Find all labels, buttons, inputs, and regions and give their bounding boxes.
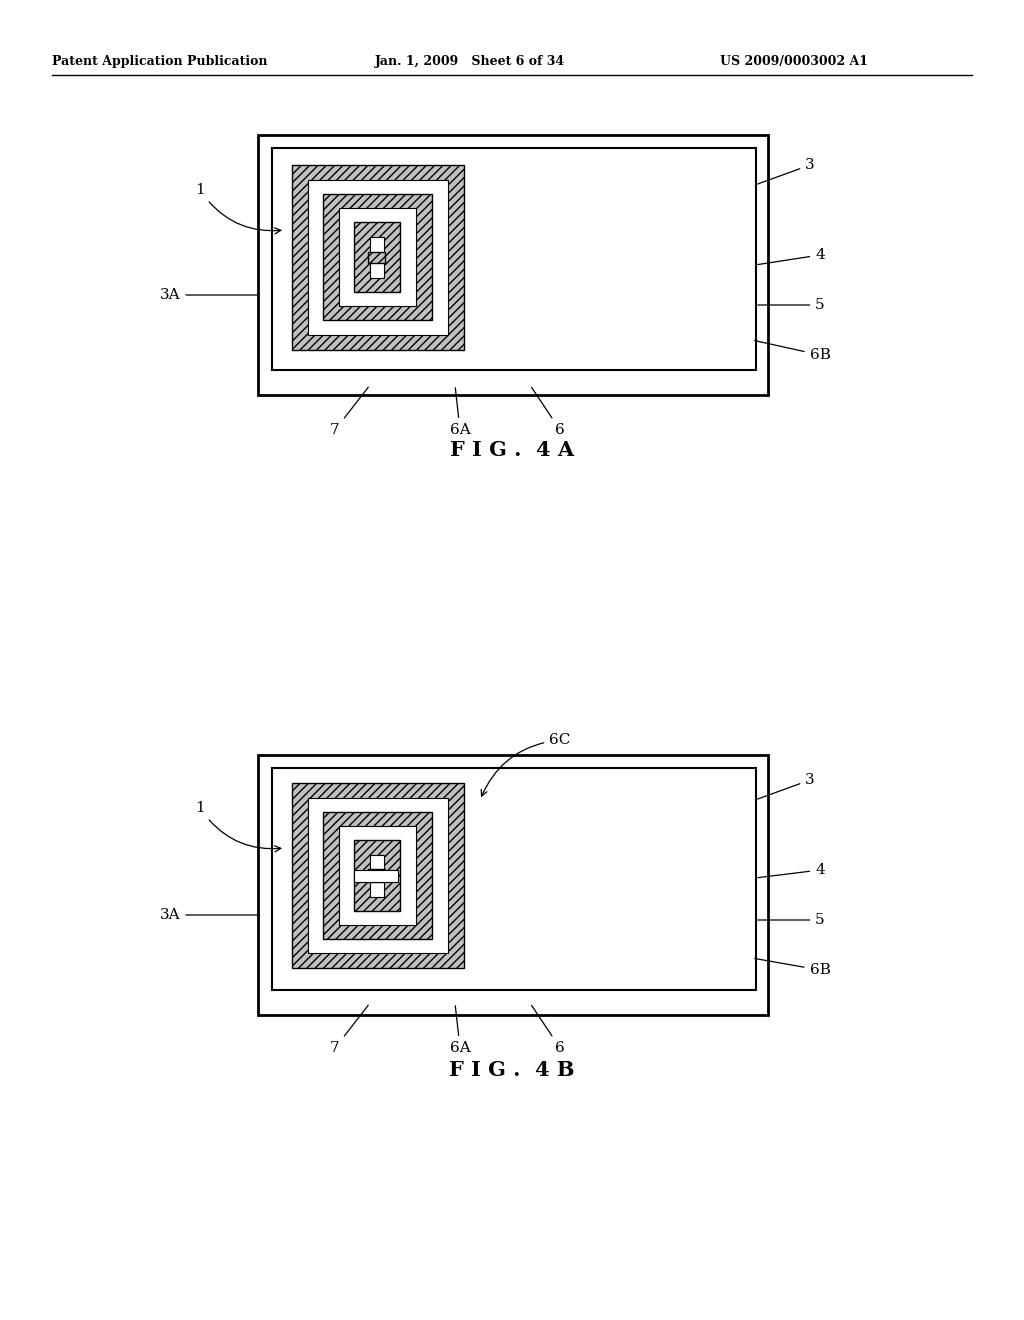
Bar	[292, 783, 464, 968]
Bar	[354, 222, 400, 292]
Text: US 2009/0003002 A1: US 2009/0003002 A1	[720, 55, 868, 69]
Bar	[323, 194, 432, 319]
Text: 3: 3	[758, 158, 815, 183]
Text: 6A: 6A	[450, 388, 470, 437]
Text: 6: 6	[531, 1006, 565, 1055]
Bar	[339, 209, 416, 306]
Text: Patent Application Publication: Patent Application Publication	[52, 55, 267, 69]
Bar	[370, 238, 384, 279]
Text: 7: 7	[330, 387, 369, 437]
Text: 5: 5	[758, 913, 824, 927]
Text: 6B: 6B	[755, 341, 830, 362]
Bar	[272, 148, 756, 370]
Text: 4: 4	[758, 863, 825, 878]
Text: 3A: 3A	[160, 288, 257, 302]
Text: 3: 3	[758, 774, 815, 799]
Bar	[368, 252, 385, 263]
Bar	[354, 870, 398, 882]
Bar	[368, 869, 385, 882]
Text: 4: 4	[758, 248, 825, 264]
Bar	[308, 799, 449, 953]
Text: Jan. 1, 2009   Sheet 6 of 34: Jan. 1, 2009 Sheet 6 of 34	[375, 55, 565, 69]
Bar	[370, 855, 384, 898]
Bar	[258, 135, 768, 395]
Bar	[354, 840, 400, 911]
Text: 5: 5	[758, 298, 824, 312]
Bar	[308, 180, 449, 335]
Text: 6C: 6C	[481, 733, 570, 796]
Text: 6: 6	[531, 387, 565, 437]
Text: 6B: 6B	[755, 958, 830, 977]
Text: 6A: 6A	[450, 1006, 470, 1055]
Bar	[258, 755, 768, 1015]
Text: F I G .  4 B: F I G . 4 B	[450, 1060, 574, 1080]
Bar	[272, 768, 756, 990]
Bar	[292, 165, 464, 350]
Text: 1: 1	[196, 183, 281, 234]
Text: 3A: 3A	[160, 908, 257, 921]
Text: F I G .  4 A: F I G . 4 A	[450, 440, 574, 459]
Text: 7: 7	[330, 1006, 369, 1055]
Bar	[323, 812, 432, 939]
Bar	[339, 826, 416, 925]
Text: 1: 1	[196, 801, 281, 851]
